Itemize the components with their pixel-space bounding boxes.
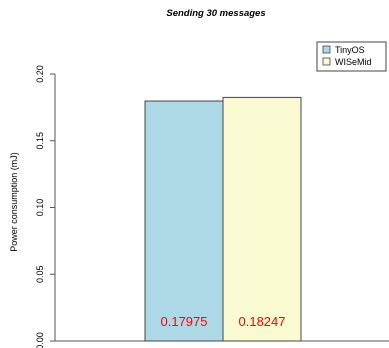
bar-wisemid (222, 96, 302, 342)
y-tick-label: 0.00 (35, 332, 45, 348)
y-tick-label: 0.05 (35, 265, 45, 283)
legend-label: TinyOS (335, 45, 365, 55)
legend-swatch (322, 45, 331, 54)
y-tick-label: 0.20 (35, 65, 45, 83)
bar-value-label: 0.17975 (161, 314, 208, 329)
bar-labels-group: 0.17975 0.18247 (161, 314, 286, 329)
chart-title: Sending 30 messages (166, 8, 265, 19)
legend-swatch (322, 57, 331, 66)
bars-group (144, 96, 302, 342)
bar-tinyos (144, 100, 224, 342)
y-axis-label: Power consumption (mJ) (9, 152, 19, 252)
y-tick-label: 0.10 (35, 199, 45, 217)
legend-box (316, 41, 387, 72)
legend: TinyOS WISeMid (316, 41, 387, 72)
y-axis: 0.00 0.05 0.10 0.15 0.20 (35, 65, 56, 348)
legend-label: WISeMid (335, 57, 372, 67)
bar-value-label: 0.18247 (239, 314, 286, 329)
y-tick-label: 0.15 (35, 132, 45, 150)
